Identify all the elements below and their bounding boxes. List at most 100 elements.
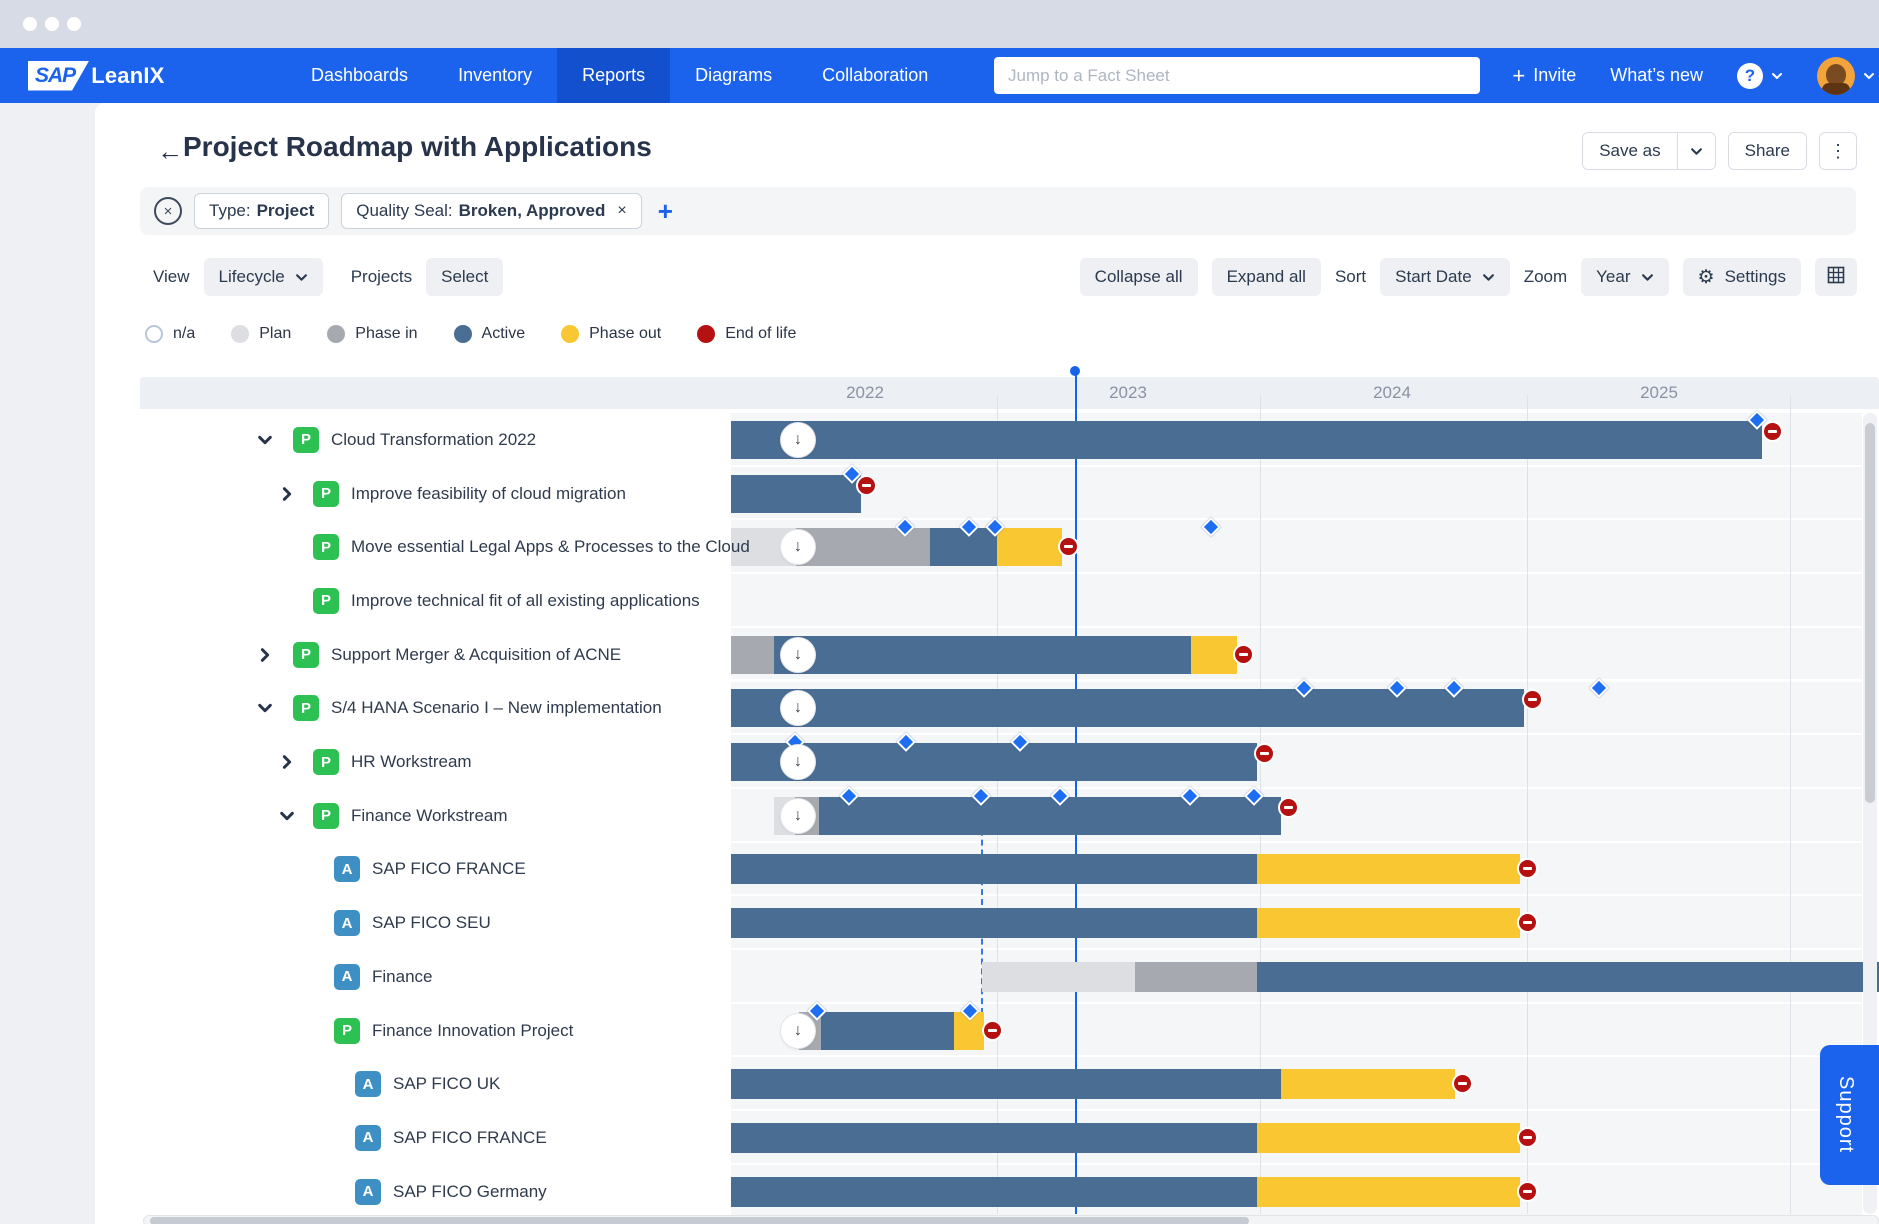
end-of-life-icon[interactable]	[1058, 536, 1079, 558]
chevron-down-icon[interactable]	[1676, 133, 1715, 169]
gantt-bar-segment-active[interactable]	[731, 689, 1524, 728]
end-of-life-icon[interactable]	[1517, 1180, 1538, 1202]
fact-sheet-label[interactable]: S/4 HANA Scenario I – New implementation	[331, 698, 662, 718]
window-close-dot[interactable]	[23, 17, 37, 31]
sort-dropdown[interactable]: Start Date	[1380, 258, 1510, 296]
gantt-bar-segment-phase_in[interactable]	[1135, 961, 1257, 992]
fact-sheet-label[interactable]: SAP FICO FRANCE	[393, 1127, 547, 1147]
vertical-scrollbar-thumb[interactable]	[1865, 423, 1875, 803]
gantt-bar-segment-phase_in[interactable]	[796, 528, 930, 567]
help-menu[interactable]: ?	[1737, 62, 1783, 89]
gantt-bar-segment-active[interactable]	[819, 796, 1281, 835]
gantt-bar-segment-active[interactable]	[731, 474, 861, 513]
scroll-to-bar-button[interactable]: ↓	[780, 1012, 816, 1049]
expand-chevron-icon[interactable]	[279, 754, 295, 770]
settings-button[interactable]: ⚙ Settings	[1682, 258, 1801, 296]
close-icon[interactable]: ×	[617, 202, 627, 219]
back-arrow-icon[interactable]: ←	[157, 136, 183, 166]
gantt-bar-segment-phase_out[interactable]	[1281, 1069, 1455, 1100]
invite-button[interactable]: + Invite	[1512, 63, 1576, 89]
end-of-life-icon[interactable]	[982, 1019, 1003, 1041]
gantt-bar-segment-phase_out[interactable]	[1257, 1122, 1520, 1153]
fact-sheet-label[interactable]: Finance Workstream	[351, 805, 508, 825]
gantt-bar-segment-active[interactable]	[774, 635, 1191, 674]
scroll-to-bar-button[interactable]: ↓	[780, 797, 816, 834]
gantt-bar-segment-plan[interactable]	[982, 961, 1135, 992]
nav-item-collaboration[interactable]: Collaboration	[822, 65, 929, 85]
gantt-bar-segment-active[interactable]	[731, 854, 1257, 885]
gantt-bar-segment-active[interactable]	[731, 1122, 1257, 1153]
table-view-button[interactable]	[1815, 258, 1857, 296]
end-of-life-icon[interactable]	[1517, 912, 1538, 934]
scroll-to-bar-button[interactable]: ↓	[780, 529, 816, 566]
gantt-bar-segment-phase_out[interactable]	[1191, 635, 1237, 674]
gantt-bar-segment-active[interactable]	[731, 743, 1257, 782]
collapse-all-button[interactable]: Collapse all	[1079, 258, 1198, 296]
fact-sheet-label[interactable]: Finance Innovation Project	[372, 1020, 574, 1040]
gantt-bar-segment-phase_out[interactable]	[1257, 854, 1520, 885]
save-as-button[interactable]: Save as	[1582, 132, 1716, 170]
share-button[interactable]: Share	[1727, 132, 1807, 170]
search-input[interactable]	[994, 57, 1480, 94]
end-of-life-icon[interactable]	[1517, 858, 1538, 880]
gantt-bar-segment-active[interactable]	[1257, 961, 1879, 992]
filter-chip[interactable]: Type: Project	[194, 193, 330, 229]
fact-sheet-label[interactable]: HR Workstream	[351, 752, 472, 772]
window-minimize-dot[interactable]	[45, 17, 59, 31]
projects-select-button[interactable]: Select	[426, 258, 504, 296]
gantt-bar-segment-active[interactable]	[731, 1069, 1281, 1100]
scroll-to-bar-button[interactable]: ↓	[780, 744, 816, 781]
filter-chip[interactable]: Quality Seal: Broken, Approved ×	[341, 193, 642, 229]
nav-item-reports[interactable]: Reports	[557, 48, 671, 103]
fact-sheet-label[interactable]: SAP FICO UK	[393, 1074, 501, 1094]
collapse-chevron-icon[interactable]	[257, 700, 273, 716]
horizontal-scrollbar-thumb[interactable]	[150, 1217, 1249, 1224]
expand-all-button[interactable]: Expand all	[1211, 258, 1321, 296]
fact-sheet-label[interactable]: Improve feasibility of cloud migration	[351, 483, 626, 503]
fact-sheet-label[interactable]: Cloud Transformation 2022	[331, 429, 537, 449]
gantt-bar-segment-active[interactable]	[731, 1176, 1257, 1207]
gantt-bar-segment-phase_out[interactable]	[997, 528, 1062, 567]
nav-item-diagrams[interactable]: Diagrams	[695, 65, 773, 85]
expand-chevron-icon[interactable]	[279, 486, 295, 502]
scroll-to-bar-button[interactable]: ↓	[780, 421, 816, 458]
user-menu[interactable]	[1817, 56, 1875, 95]
fact-sheet-label[interactable]: Support Merger & Acquisition of ACNE	[331, 644, 622, 664]
end-of-life-icon[interactable]	[1762, 420, 1783, 442]
nav-item-dashboards[interactable]: Dashboards	[311, 65, 409, 85]
collapse-chevron-icon[interactable]	[257, 432, 273, 448]
fact-sheet-label[interactable]: Finance	[372, 966, 433, 986]
end-of-life-icon[interactable]	[1278, 796, 1299, 818]
end-of-life-icon[interactable]	[1517, 1126, 1538, 1148]
whats-new-button[interactable]: What’s new	[1610, 65, 1703, 86]
gantt-bar-segment-active[interactable]	[821, 1011, 954, 1050]
more-options-button[interactable]: ⋮	[1819, 132, 1857, 170]
end-of-life-icon[interactable]	[856, 474, 877, 496]
support-button[interactable]: Support	[1820, 1045, 1879, 1185]
fact-sheet-label[interactable]: SAP FICO FRANCE	[372, 859, 526, 879]
end-of-life-icon[interactable]	[1452, 1073, 1473, 1095]
gantt-bar-segment-phase_in[interactable]	[731, 635, 774, 674]
end-of-life-icon[interactable]	[1522, 689, 1543, 711]
gantt-bar-segment-active[interactable]	[731, 908, 1257, 939]
collapse-chevron-icon[interactable]	[279, 808, 295, 824]
clear-filters-button[interactable]: ×	[154, 197, 182, 225]
fact-sheet-label[interactable]: SAP FICO SEU	[372, 913, 491, 933]
scroll-to-bar-button[interactable]: ↓	[780, 636, 816, 673]
gantt-bar-segment-phase_out[interactable]	[1257, 1176, 1520, 1207]
gantt-bar-segment-phase_out[interactable]	[1257, 908, 1520, 939]
gantt-bar-segment-active[interactable]	[731, 420, 1762, 459]
end-of-life-icon[interactable]	[1254, 743, 1275, 765]
scroll-to-bar-button[interactable]: ↓	[780, 690, 816, 727]
add-filter-button[interactable]: +	[657, 195, 673, 226]
fact-sheet-label[interactable]: Improve technical fit of all existing ap…	[351, 590, 700, 610]
window-zoom-dot[interactable]	[67, 17, 81, 31]
gantt-bar-segment-active[interactable]	[930, 528, 997, 567]
fact-sheet-label[interactable]: Move essential Legal Apps & Processes to…	[351, 537, 750, 557]
end-of-life-icon[interactable]	[1233, 643, 1254, 665]
zoom-dropdown[interactable]: Year	[1581, 258, 1669, 296]
expand-chevron-icon[interactable]	[257, 647, 273, 663]
fact-sheet-label[interactable]: SAP FICO Germany	[393, 1181, 547, 1201]
nav-item-inventory[interactable]: Inventory	[458, 65, 533, 85]
leanix-logo[interactable]: SAP LeanIX	[28, 48, 165, 103]
